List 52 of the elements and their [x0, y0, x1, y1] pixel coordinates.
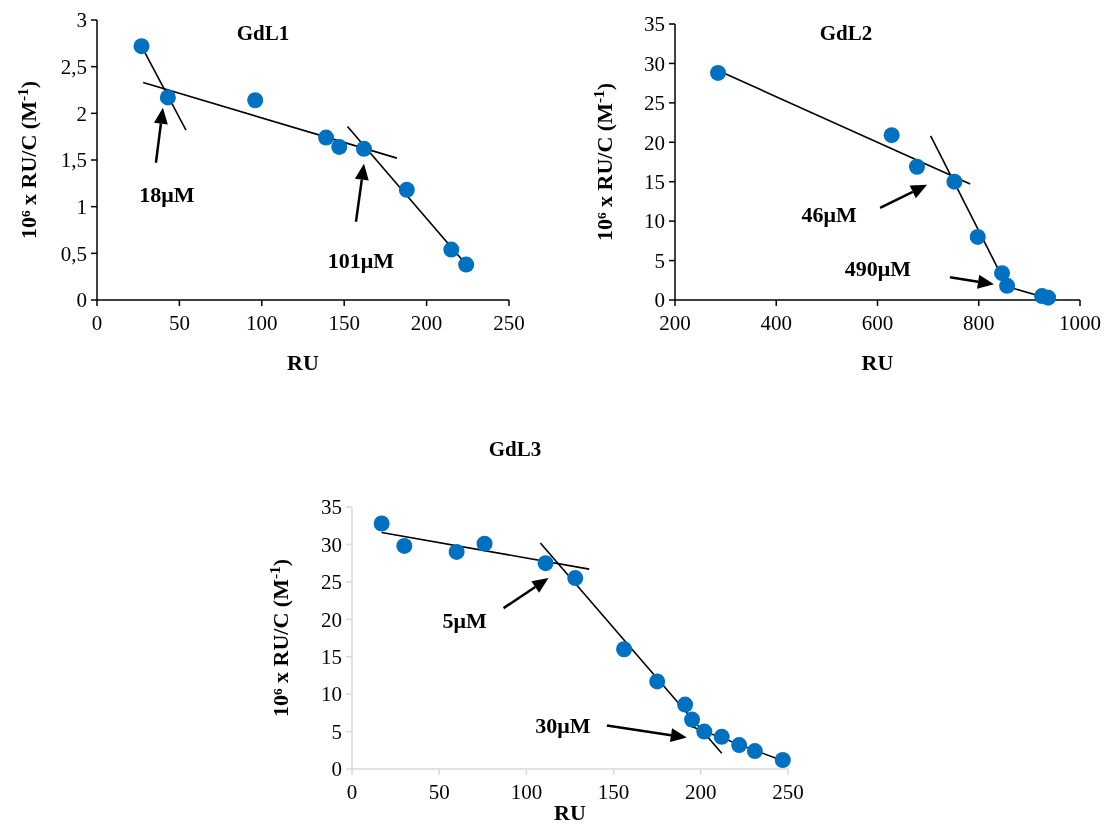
y-tick-label: 25 [644, 91, 665, 116]
x-tick-label: 0 [91, 311, 103, 335]
x-tick-label: 150 [597, 780, 630, 804]
annotation: 5μM [442, 608, 487, 634]
y-tick-label: 0 [76, 288, 87, 313]
x-axis-title: RU [861, 350, 894, 375]
y-tick-label: 0,5 [60, 241, 87, 266]
y-tick-label: 20 [644, 130, 665, 155]
y-tick-label: 1,5 [60, 148, 87, 173]
x-tick-label: 200 [659, 311, 691, 335]
y-tick-label: 30 [321, 532, 342, 557]
y-tick-label: 5 [331, 719, 342, 744]
x-tick-label: 600 [861, 311, 894, 335]
y-tick-label: 35 [321, 495, 342, 520]
annotation: 490μM [844, 256, 912, 282]
chart-title: GdL3 [488, 437, 542, 461]
chart-title: GdL1 [236, 21, 290, 45]
x-tick-label: 50 [428, 780, 450, 804]
y-tick-label: 15 [644, 170, 665, 195]
y-tick-label: 2 [76, 101, 87, 126]
x-tick-label: 800 [963, 311, 995, 335]
annotation: 101μM [327, 247, 395, 273]
x-tick-label: 100 [246, 311, 278, 335]
chart-title: GdL2 [819, 21, 873, 45]
y-tick-label: 35 [644, 12, 665, 37]
y-tick-label: 1 [76, 195, 87, 220]
x-tick-label: 250 [493, 311, 525, 335]
x-tick-label: 0 [346, 780, 358, 804]
annotation: 30μM [535, 712, 591, 738]
y-tick-label: 0 [654, 288, 665, 313]
y-tick-label: 3 [76, 8, 87, 33]
x-axis-title: RU [554, 800, 586, 825]
x-tick-label: 200 [685, 780, 717, 804]
y-tick-label: 10 [321, 682, 342, 707]
y-tick-label: 5 [654, 248, 665, 273]
y-tick-label: 30 [644, 51, 665, 76]
x-tick-label: 1000 [1059, 311, 1101, 335]
x-tick-label: 250 [772, 780, 804, 804]
y-tick-label: 10 [644, 209, 665, 234]
x-tick-label: 150 [328, 311, 360, 335]
x-tick-label: 100 [510, 780, 543, 804]
y-tick-label: 2,5 [60, 55, 87, 80]
x-tick-label: 200 [410, 311, 443, 335]
y-tick-label: 25 [321, 570, 342, 595]
annotation: 18μM [139, 181, 195, 207]
annotation: 46μM [801, 201, 857, 227]
y-tick-label: 20 [321, 607, 342, 632]
x-axis-title: RU [287, 350, 319, 375]
x-tick-label: 50 [168, 311, 190, 335]
x-tick-label: 400 [760, 311, 792, 335]
y-tick-label: 15 [321, 645, 342, 670]
y-tick-label: 0 [331, 757, 342, 782]
